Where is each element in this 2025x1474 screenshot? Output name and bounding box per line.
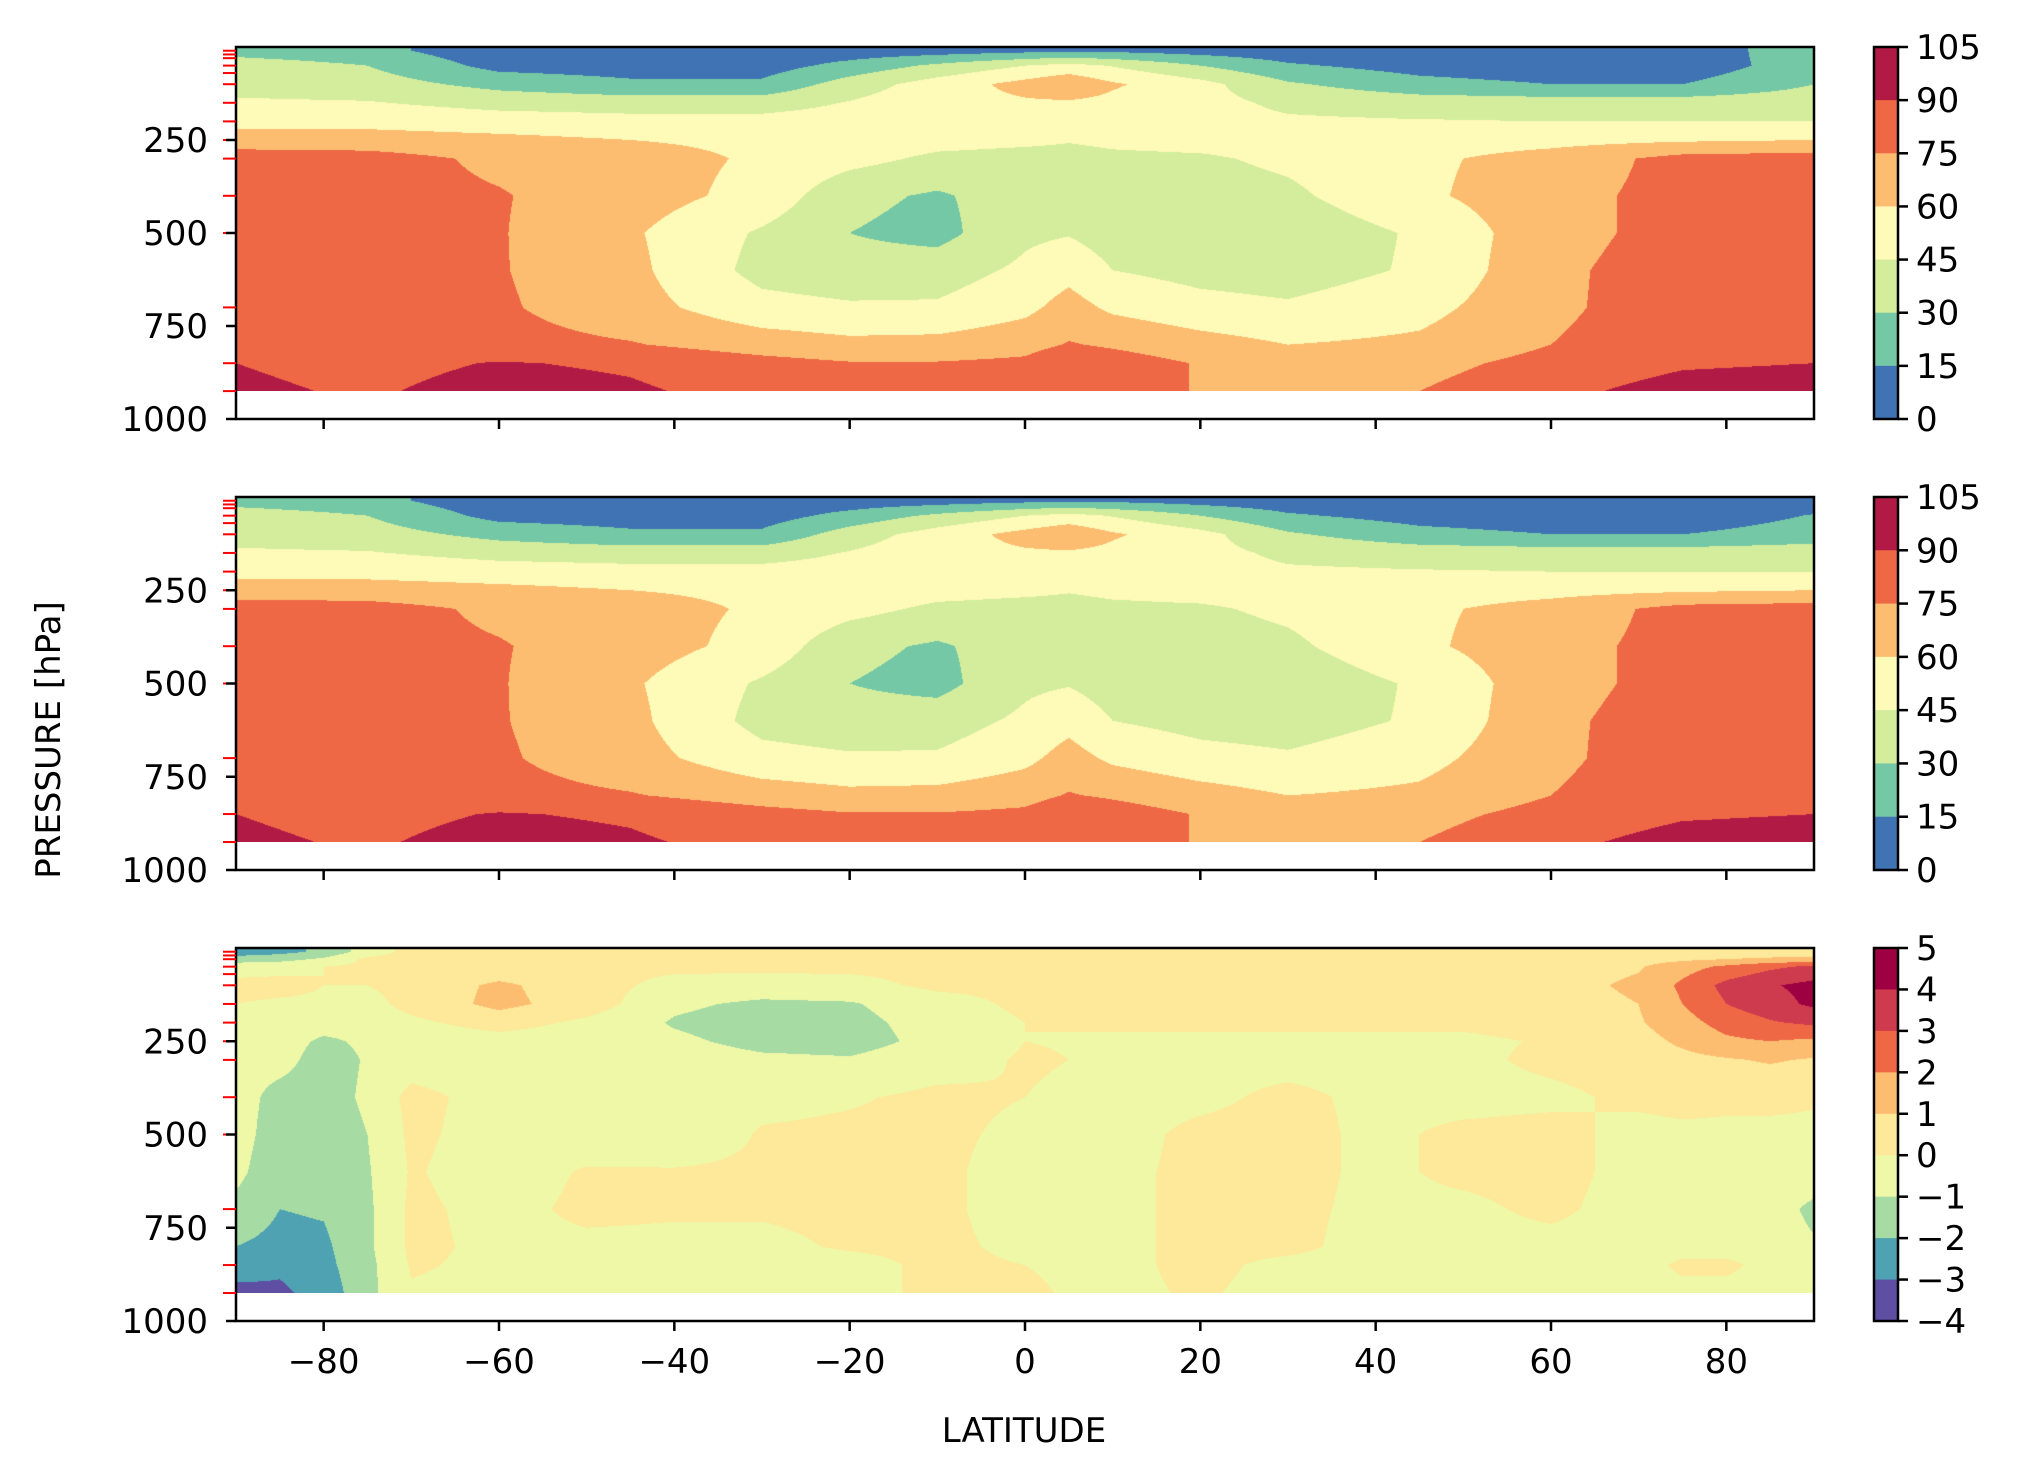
y-axis-title: PRESSURE [hPa] — [29, 601, 69, 878]
colorbar-frame — [1872, 45, 1900, 421]
colorbar-tick-label: −3 — [1916, 1261, 1966, 1301]
colorbar-tick-label: 2 — [1916, 1053, 1938, 1093]
colorbar-segment — [1874, 497, 1898, 551]
contour-panels: 2505007501000105907560453015025050075010… — [121, 28, 1980, 1382]
y-tick-label: 250 — [143, 1022, 208, 1062]
colorbar-tick-label: 45 — [1916, 691, 1959, 731]
colorbar-segment — [1874, 763, 1898, 818]
colorbar-segment — [1874, 656, 1898, 711]
colorbar-segment — [1874, 1238, 1898, 1281]
colorbar-segment — [1874, 47, 1898, 101]
x-tick-label: 60 — [1529, 1342, 1572, 1382]
x-tick-label: 80 — [1705, 1342, 1748, 1382]
colorbar-tick-label: 1 — [1916, 1095, 1938, 1135]
colorbar-tick-label: −2 — [1916, 1219, 1966, 1259]
colorbar-segment — [1874, 1072, 1898, 1115]
colorbar-segment — [1874, 206, 1898, 261]
colorbar-segment — [1874, 1155, 1898, 1198]
contour-field — [236, 47, 1814, 391]
colorbar-tick-label: 60 — [1916, 187, 1959, 227]
y-tick-label: 500 — [143, 214, 208, 254]
colorbar-segment — [1874, 948, 1898, 990]
colorbar-segment — [1874, 989, 1898, 1032]
colorbar-segment — [1874, 1196, 1898, 1239]
colorbar-segment — [1874, 100, 1898, 154]
colorbar: 105 90 75 60 45 30 15 0 — [1872, 478, 1981, 891]
y-tick-label: 250 — [143, 571, 208, 611]
y-tick-label: 750 — [143, 758, 208, 798]
contour-field — [236, 948, 1814, 1293]
x-tick-label: 20 — [1179, 1342, 1222, 1382]
x-tick-label: −80 — [288, 1342, 360, 1382]
y-tick-label: 1000 — [121, 1302, 208, 1342]
x-tick-label: −20 — [814, 1342, 886, 1382]
y-tick-label: 1000 — [121, 400, 208, 440]
colorbar-tick-label: 15 — [1916, 347, 1959, 387]
colorbar-segment — [1874, 710, 1898, 764]
colorbar-segment — [1874, 153, 1898, 207]
colorbar-tick-label: 105 — [1916, 478, 1981, 518]
colorbar-tick-label: 0 — [1916, 851, 1938, 891]
colorbar-tick-label: 90 — [1916, 531, 1959, 571]
panel-top: 250 500 750 1000 105 90 75 60 45 30 15 0 — [121, 28, 1980, 440]
colorbar-segment — [1874, 1279, 1898, 1322]
y-tick-label: 1000 — [121, 851, 208, 891]
y-tick-label: 250 — [143, 121, 208, 161]
colorbar-tick-label: 5 — [1916, 929, 1938, 969]
colorbar-tick-label: −1 — [1916, 1178, 1966, 1218]
colorbar-segment — [1874, 1113, 1898, 1156]
colorbar-tick-label: 90 — [1916, 81, 1959, 121]
colorbar-tick-label: 75 — [1916, 134, 1959, 174]
y-tick-label: 750 — [143, 1209, 208, 1249]
colorbar-segment — [1874, 312, 1898, 367]
x-tick-label: 40 — [1354, 1342, 1397, 1382]
colorbar-tick-label: 45 — [1916, 241, 1959, 281]
contour-field — [236, 497, 1814, 842]
colorbar-segment — [1874, 816, 1898, 871]
y-tick-label: 500 — [143, 665, 208, 705]
colorbar-tick-label: 105 — [1916, 28, 1981, 68]
colorbar-tick-label: 30 — [1916, 294, 1959, 334]
panel-middle: 250 500 750 1000 105 90 75 60 45 30 15 0 — [121, 478, 1980, 891]
colorbar: 105 90 75 60 45 30 15 0 — [1872, 28, 1981, 440]
y-tick-label: 750 — [143, 307, 208, 347]
colorbar-tick-label: 75 — [1916, 585, 1959, 625]
colorbar-segment — [1874, 259, 1898, 314]
colorbar-segment — [1874, 603, 1898, 658]
x-tick-label: 0 — [1014, 1342, 1036, 1382]
colorbar-tick-label: −4 — [1916, 1302, 1966, 1342]
colorbar-frame — [1872, 946, 1900, 1323]
x-tick-label: −60 — [463, 1342, 535, 1382]
colorbar-tick-label: 3 — [1916, 1012, 1938, 1052]
colorbar-tick-label: 15 — [1916, 798, 1959, 838]
colorbar-segment — [1874, 1030, 1898, 1073]
colorbar-segment — [1874, 365, 1898, 420]
colorbar-tick-label: 0 — [1916, 400, 1938, 440]
y-tick-label: 500 — [143, 1116, 208, 1156]
x-axis-title: LATITUDE — [942, 1411, 1106, 1451]
colorbar-tick-label: 0 — [1916, 1136, 1938, 1176]
colorbar-segment — [1874, 550, 1898, 605]
x-tick-label: −40 — [638, 1342, 710, 1382]
colorbar-tick-label: 30 — [1916, 744, 1959, 784]
colorbar-tick-label: 4 — [1916, 970, 1938, 1010]
colorbar-frame — [1872, 495, 1900, 872]
colorbar-tick-label: 60 — [1916, 638, 1959, 678]
